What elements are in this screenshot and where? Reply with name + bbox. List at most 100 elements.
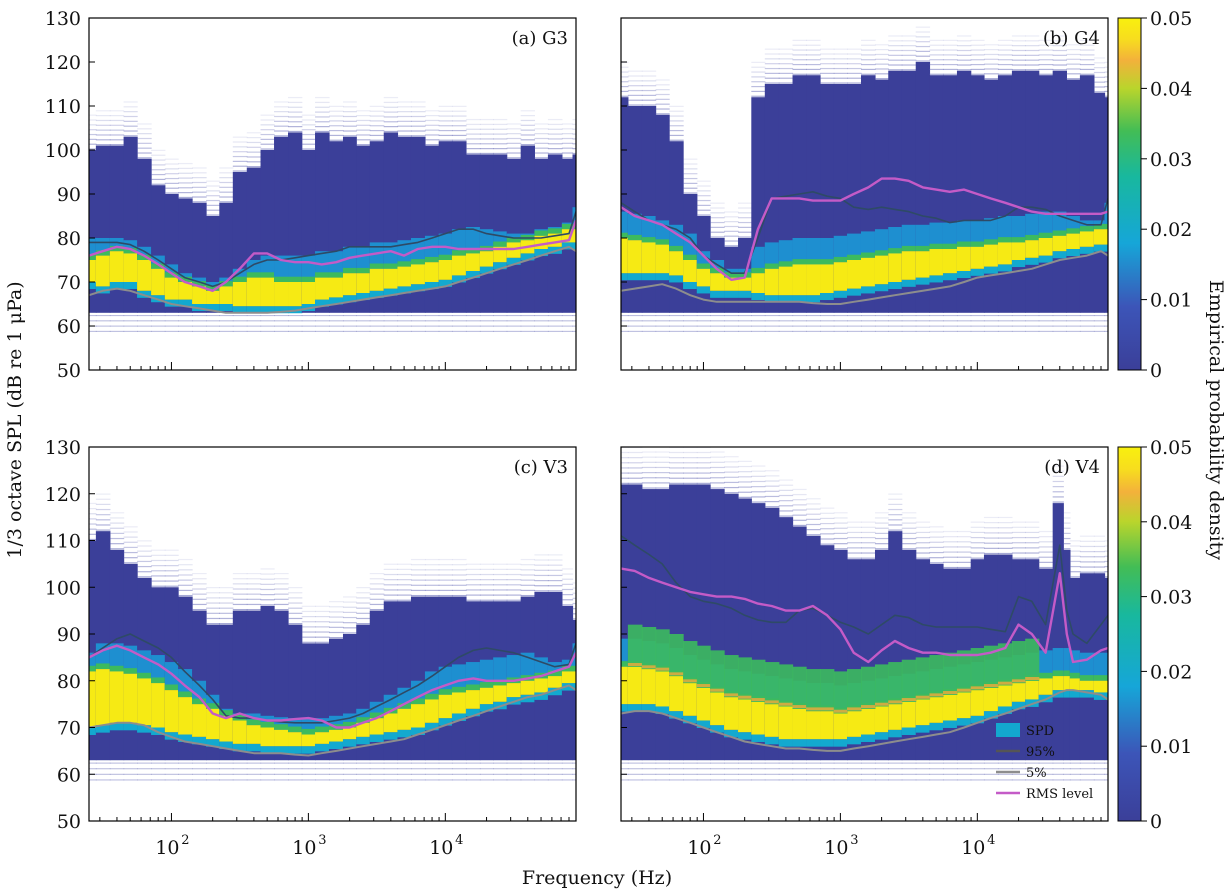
p95-line (621, 535, 1108, 645)
legend-label: SPD (1026, 724, 1054, 739)
colorbar-tick-label: 0.04 (1150, 78, 1192, 100)
y-tick-label: 70 (57, 718, 81, 740)
spd-column (246, 572, 262, 781)
spd-column (232, 572, 248, 781)
spd-column (956, 35, 972, 332)
spd-column (328, 601, 344, 781)
spd-column (260, 114, 275, 332)
rms-line (89, 220, 576, 292)
spd-green-region (983, 645, 999, 688)
spd-column (246, 132, 262, 332)
spd-column (696, 447, 711, 781)
spd-column (410, 558, 426, 781)
spd-column (424, 558, 440, 781)
y-tick-label: 100 (45, 577, 81, 599)
spd-column (301, 605, 316, 781)
spd-green-region (901, 659, 917, 702)
spd-column (342, 596, 357, 781)
y-tick-label: 90 (57, 184, 81, 206)
spd-peak-region (655, 667, 670, 671)
spd-peak-region (669, 672, 684, 676)
spd-column (641, 451, 657, 781)
x-tick-label: 10 (155, 837, 179, 859)
y-tick-label: 80 (57, 671, 81, 693)
rms-line (89, 644, 576, 729)
spd-column (561, 123, 574, 332)
spd-column (683, 447, 698, 781)
spd-peak-region (860, 705, 876, 709)
spd-peak-region (792, 705, 807, 709)
spd-green-region (806, 669, 821, 712)
colorbar-tick-label: 0.05 (1150, 437, 1192, 459)
spd-column (1066, 44, 1081, 332)
spd-green-region (820, 669, 835, 712)
x-tick-label: 10 (429, 837, 453, 859)
x-tick-label: 10 (824, 837, 848, 859)
y-tick-label: 60 (57, 764, 81, 786)
spd-green-region (915, 657, 931, 700)
spd-column (724, 211, 739, 332)
spd-column (1093, 535, 1106, 781)
spd-column (479, 563, 494, 781)
spd-column (1025, 35, 1040, 332)
spd-column (641, 70, 657, 332)
spd-column (506, 123, 522, 332)
spd-column (137, 123, 152, 332)
colorbar-tick-label: 0.04 (1150, 512, 1192, 534)
y-tick-label: 60 (57, 316, 81, 338)
spd-green-region (874, 664, 889, 707)
legend-label: 95% (1026, 745, 1055, 760)
spd-peak-region (929, 693, 944, 697)
spd-peak-region (683, 679, 698, 683)
spd-column (1038, 39, 1054, 332)
panel-label: (a) G3 (512, 28, 568, 49)
spd-green-region (792, 666, 807, 709)
spd-column (833, 48, 848, 332)
p5-line (89, 684, 576, 757)
spd-peak-region (847, 707, 862, 711)
spd-column (479, 118, 494, 332)
panel-b-g4: (b) G4 (620, 17, 1109, 371)
spd-column (410, 101, 426, 332)
spd-column (915, 26, 931, 332)
colorbar-tick-label: 0.01 (1150, 736, 1192, 758)
spd-column (315, 605, 330, 781)
spd-column (465, 563, 481, 781)
x-tick-label: 10 (961, 837, 985, 859)
spd-column (847, 521, 862, 781)
spd-peak-region (764, 700, 780, 704)
spd-column (151, 149, 166, 332)
p95-line (89, 211, 576, 288)
spd-green-region (956, 650, 972, 693)
colorbar-tick-label: 0.05 (1150, 8, 1192, 30)
y-tick-label: 80 (57, 228, 81, 250)
spd-column (260, 568, 275, 781)
spd-column (874, 44, 889, 332)
spd-peak-region (970, 686, 985, 690)
spd-peak-region (751, 698, 766, 702)
spd-column (342, 101, 357, 332)
spd-column (833, 512, 848, 781)
spd-column (164, 549, 179, 781)
spd-peak-region (874, 702, 889, 706)
rms-line (621, 567, 1108, 664)
p5-line (621, 689, 1108, 752)
spd-green-region (1025, 638, 1040, 681)
spd-peak-region (820, 707, 835, 711)
panel-label: (c) V3 (514, 457, 568, 478)
spd-peak-region (710, 688, 725, 692)
spd-column (397, 563, 412, 781)
spd-column (288, 96, 303, 332)
y-tick-label: 130 (45, 8, 81, 30)
spd-column (369, 572, 385, 781)
spd-peak-region (901, 698, 917, 702)
spd-peak-region (724, 693, 739, 697)
spd-column (820, 507, 835, 781)
spd-column (206, 587, 220, 781)
colorbar-tick-label: 0.03 (1150, 587, 1192, 609)
spd-column (315, 96, 330, 332)
spd-column (369, 105, 385, 332)
spd-column (520, 110, 536, 332)
spd-column (764, 48, 780, 332)
